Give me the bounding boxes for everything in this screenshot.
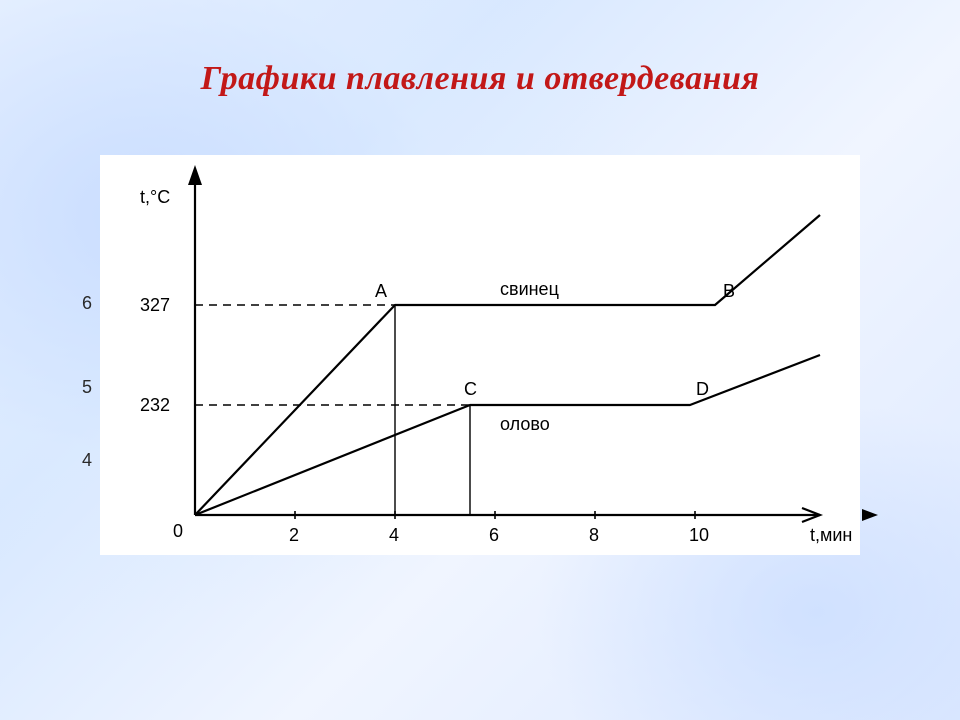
svg-text:232: 232 [140,395,170,415]
svg-text:4: 4 [389,525,399,545]
svg-text:6: 6 [489,525,499,545]
svg-text:327: 327 [140,295,170,315]
svg-text:t,мин: t,мин [810,525,852,545]
melting-chart: 0 2 4 6 8 10 t,мин 232 327 t,°C свинец A Bолово C D [100,155,860,555]
svg-text:D: D [696,379,709,399]
svg-text:олово: олово [500,414,550,434]
side-tick: 6 [82,293,92,314]
slide-title: Графики плавления и отвердевания [0,60,960,98]
svg-text:10: 10 [689,525,709,545]
svg-text:8: 8 [589,525,599,545]
svg-text:C: C [464,379,477,399]
svg-text:A: A [375,281,387,301]
svg-text:0: 0 [173,521,183,541]
svg-text:свинец: свинец [500,279,559,299]
side-tick: 4 [82,450,92,471]
chart-panel: 0 2 4 6 8 10 t,мин 232 327 t,°C свинец A Bолово C D [100,155,860,555]
svg-text:t,°C: t,°C [140,187,170,207]
svg-text:2: 2 [289,525,299,545]
svg-text:B: B [723,281,735,301]
side-tick: 5 [82,377,92,398]
